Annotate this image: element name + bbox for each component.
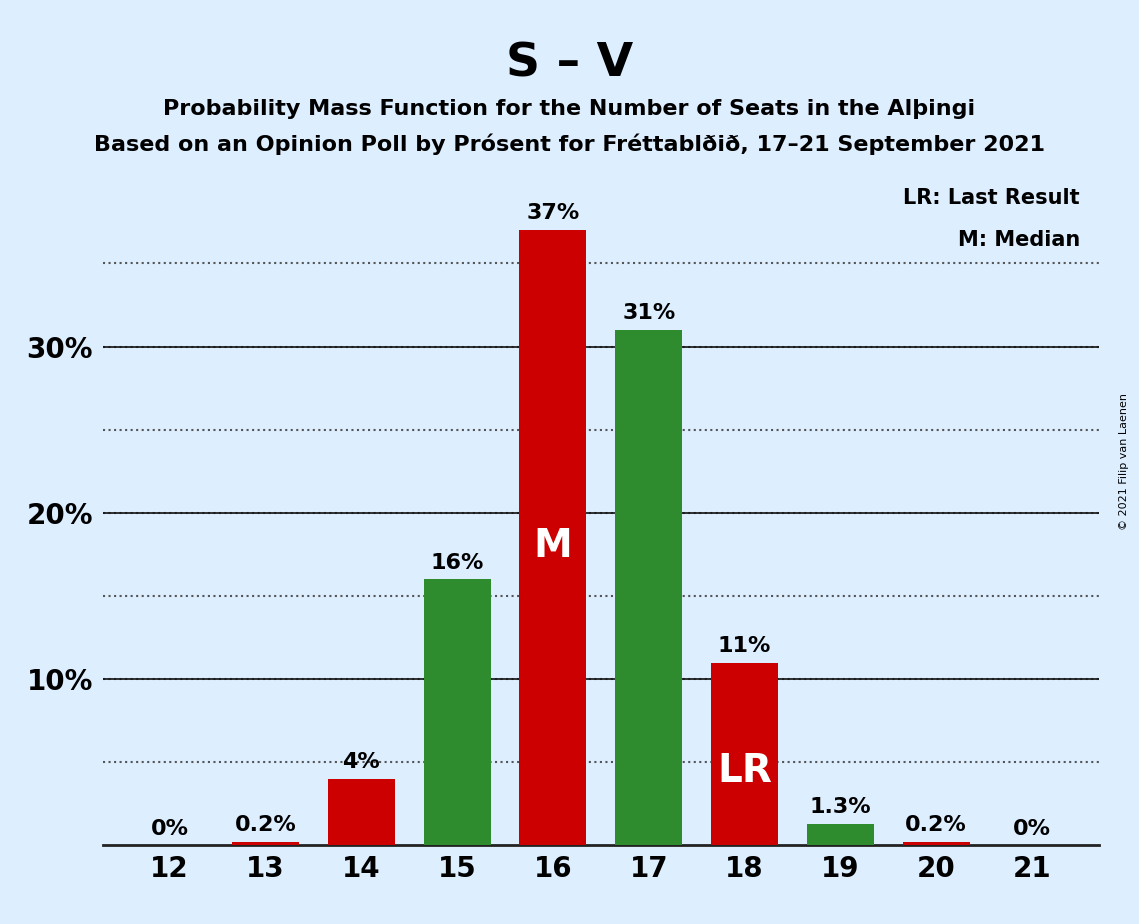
Bar <box>519 230 587 845</box>
Text: M: Median: M: Median <box>958 230 1080 250</box>
Text: 0.2%: 0.2% <box>906 816 967 835</box>
Text: 16%: 16% <box>431 553 484 573</box>
Text: 0.2%: 0.2% <box>235 816 296 835</box>
Text: 0%: 0% <box>1013 819 1051 839</box>
Bar <box>232 842 298 845</box>
Bar <box>806 824 874 845</box>
Text: S – V: S – V <box>506 42 633 87</box>
Bar <box>615 330 682 845</box>
Text: 1.3%: 1.3% <box>810 797 871 817</box>
Bar <box>424 579 491 845</box>
Text: 11%: 11% <box>718 636 771 656</box>
Text: LR: LR <box>718 751 772 790</box>
Text: Based on an Opinion Poll by Prósent for Fréttablðið, 17–21 September 2021: Based on an Opinion Poll by Prósent for … <box>95 133 1044 154</box>
Text: 31%: 31% <box>622 303 675 323</box>
Text: 4%: 4% <box>343 752 380 772</box>
Text: © 2021 Filip van Laenen: © 2021 Filip van Laenen <box>1120 394 1129 530</box>
Text: M: M <box>533 527 572 565</box>
Bar <box>903 842 969 845</box>
Bar <box>328 779 395 845</box>
Text: Probability Mass Function for the Number of Seats in the Alþingi: Probability Mass Function for the Number… <box>163 99 976 119</box>
Text: LR: Last Result: LR: Last Result <box>903 188 1080 209</box>
Text: 0%: 0% <box>150 819 189 839</box>
Text: 37%: 37% <box>526 203 580 224</box>
Bar <box>711 663 778 845</box>
